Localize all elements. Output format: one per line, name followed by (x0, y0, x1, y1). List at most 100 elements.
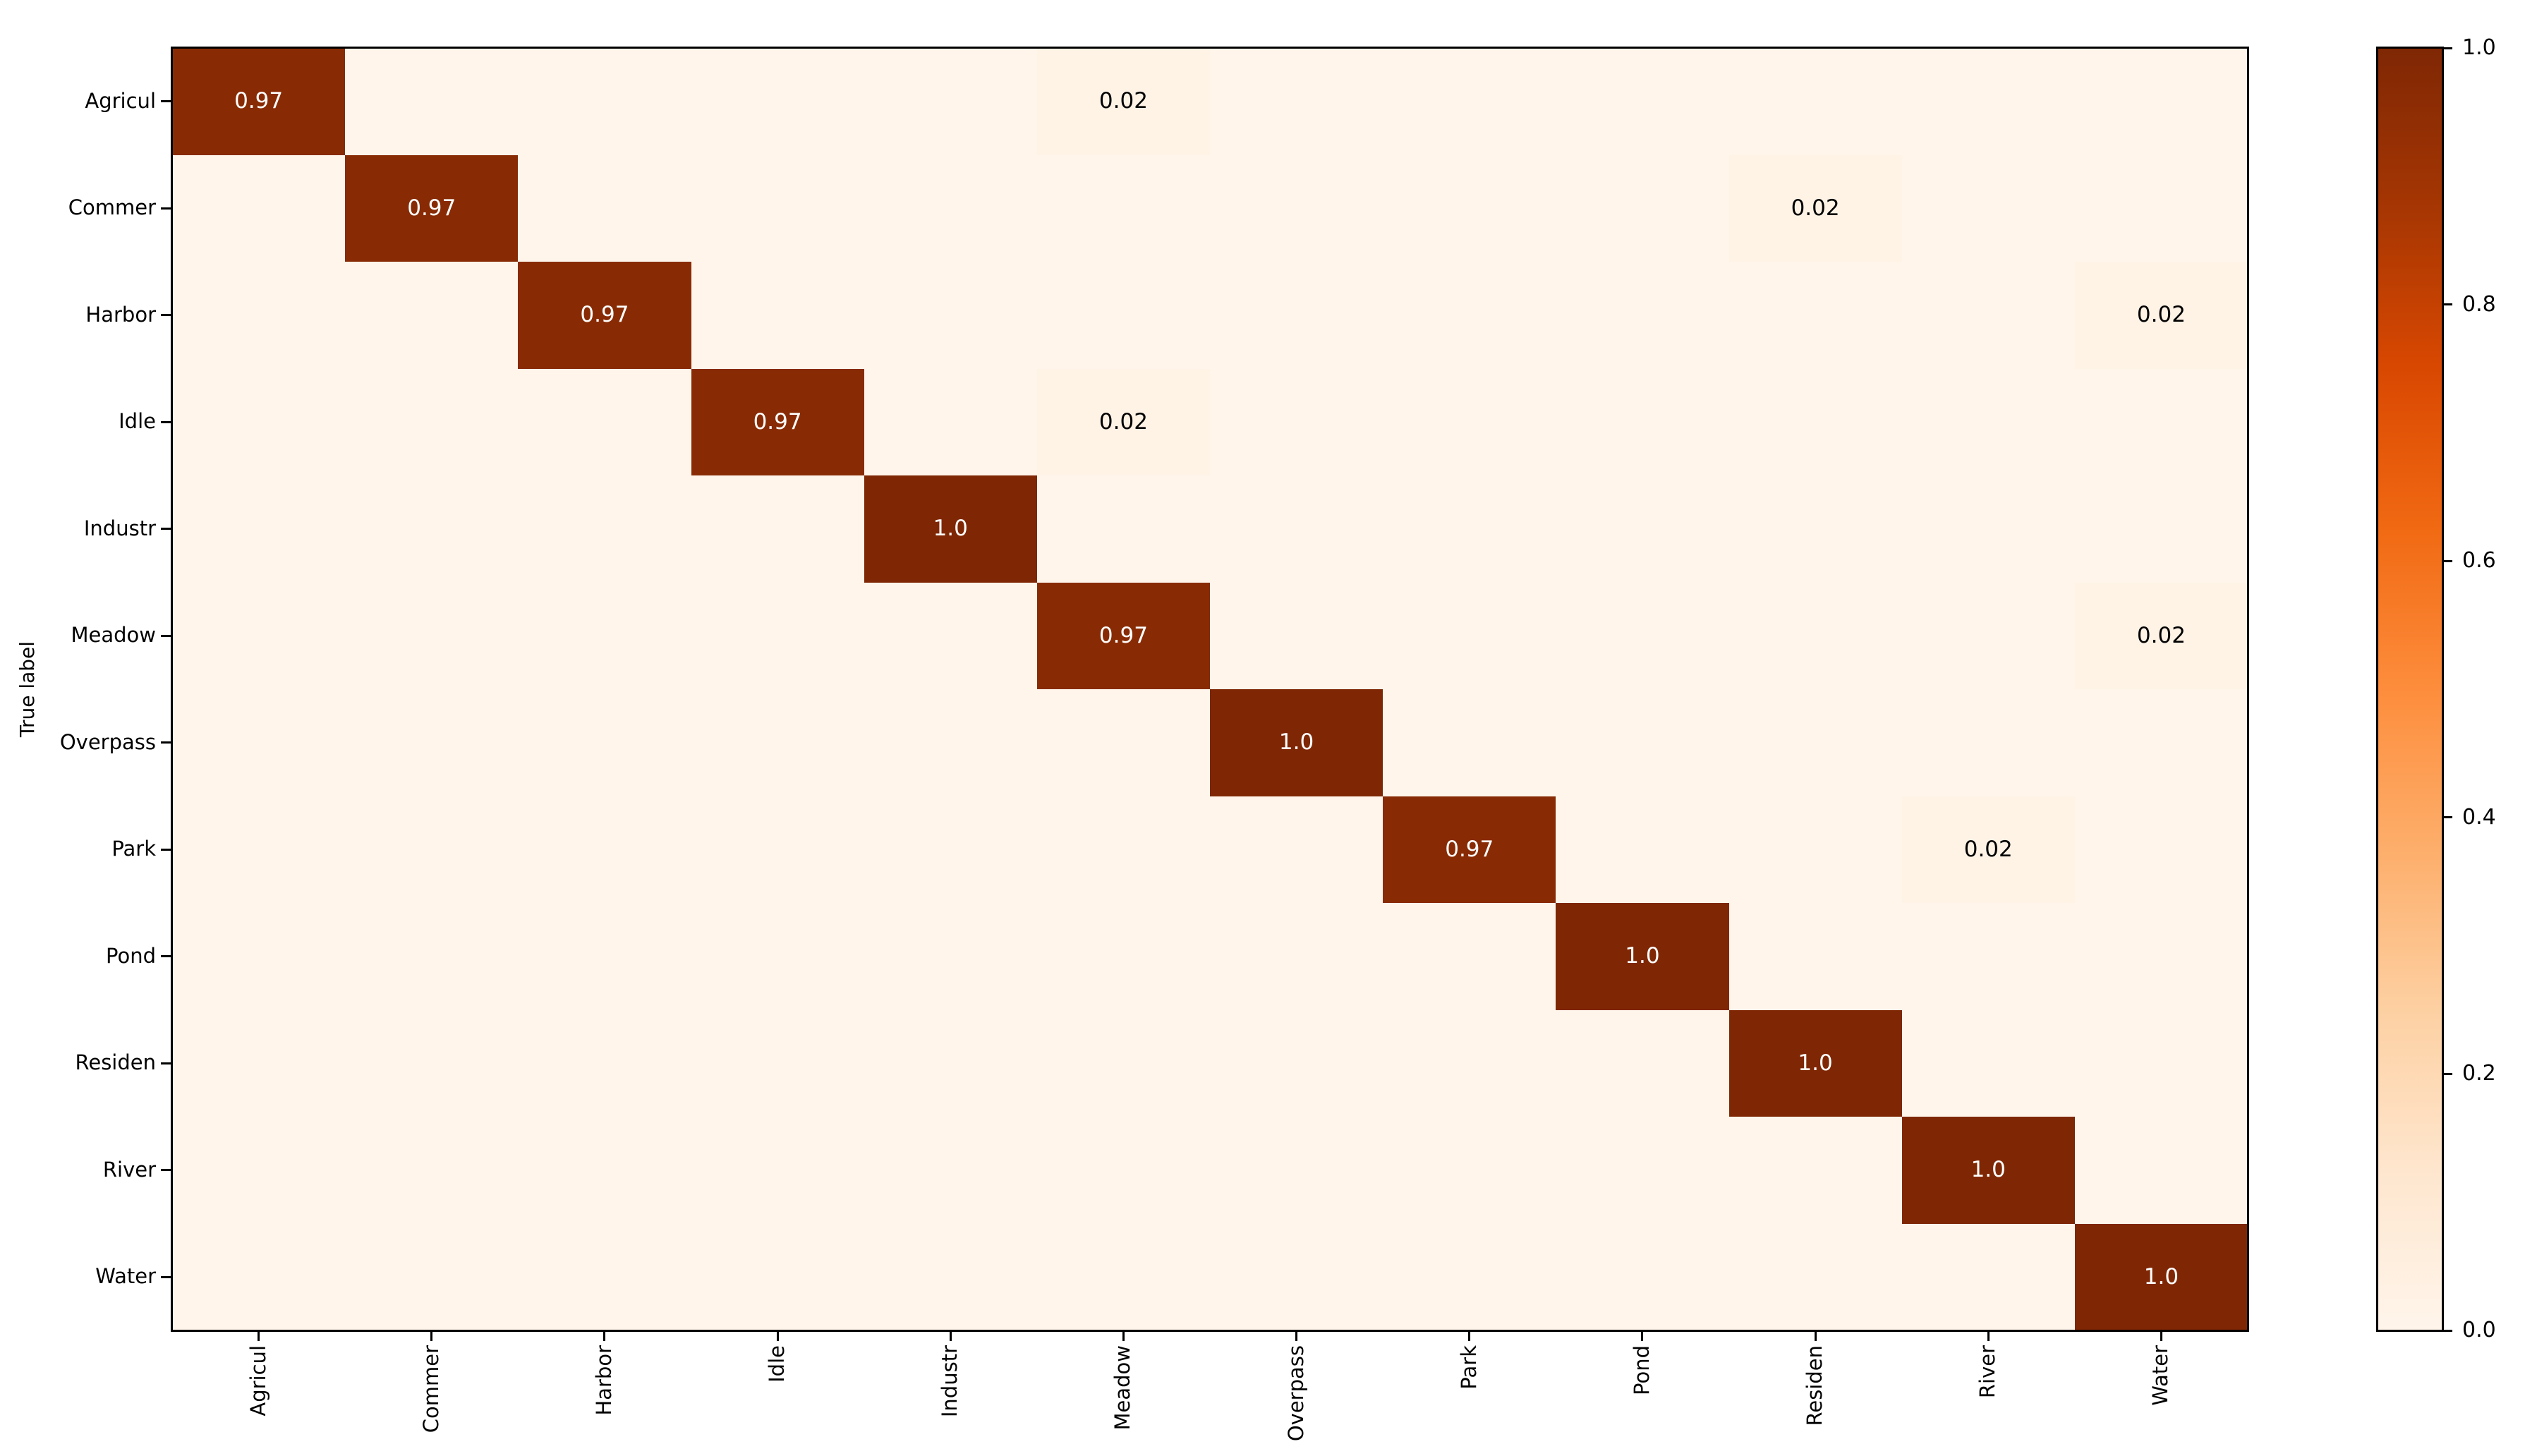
x-tick-label: Overpass (1283, 1345, 1308, 1442)
x-tick-label: Meadow (1110, 1345, 1135, 1431)
heatmap-cell-Idle-Overpass (1210, 368, 1383, 475)
heatmap-cell-Harbor-Idle (691, 262, 864, 369)
heatmap-cell-Residen-Pond (1556, 1009, 1729, 1117)
heatmap-cell-Commer-Harbor (518, 154, 691, 262)
heatmap-cell-Pond-Overpass (1210, 903, 1383, 1010)
cell-value-label: 0.97 (1445, 836, 1494, 862)
heatmap-cell-Residen-Meadow (1036, 1009, 1210, 1117)
heatmap-cell-Meadow-Meadow: 0.97 (1036, 582, 1210, 689)
heatmap-cell-Idle-Park (1383, 368, 1556, 475)
heatmap-cell-Pond-Residen (1728, 903, 1902, 1010)
heatmap-cell-Harbor-Harbor: 0.97 (518, 262, 691, 369)
x-tick-mark (603, 1331, 606, 1341)
x-tick-mark (1295, 1331, 1298, 1341)
heatmap-cell-Agricul-Commer (345, 48, 519, 155)
cell-value-label: 0.02 (2136, 302, 2186, 328)
heatmap-cell-Harbor-Commer (345, 262, 519, 369)
heatmap-cell-Overpass-Overpass: 1.0 (1210, 689, 1383, 796)
heatmap-cell-Water-River (1901, 1223, 2075, 1330)
heatmap-cell-Residen-Idle (691, 1009, 864, 1117)
heatmap-cell-Industr-Industr: 1.0 (864, 475, 1037, 583)
heatmap-cell-Harbor-Water: 0.02 (2074, 262, 2248, 369)
y-tick-mark (161, 634, 171, 637)
heatmap-cell-Water-Water: 1.0 (2074, 1223, 2248, 1330)
colorbar-tick-mark (2442, 816, 2452, 819)
heatmap-cell-Meadow-Harbor (518, 582, 691, 689)
cell-value-label: 1.0 (1798, 1050, 1833, 1076)
heatmap-cell-Idle-Water (2074, 368, 2248, 475)
heatmap-cell-Meadow-Pond (1556, 582, 1729, 689)
heatmap-cell-Harbor-Residen (1728, 262, 1902, 369)
y-tick-mark (161, 1169, 171, 1172)
heatmap-cell-Water-Residen (1728, 1223, 1902, 1330)
heatmap-cell-Idle-Meadow: 0.02 (1036, 368, 1210, 475)
heatmap-cell-Commer-Park (1383, 154, 1556, 262)
x-tick-mark (949, 1331, 952, 1341)
heatmap-cell-Meadow-Residen (1728, 582, 1902, 689)
heatmap-cell-Park-Commer (345, 796, 519, 903)
x-tick-label: Idle (765, 1345, 789, 1383)
heatmap-cell-Overpass-Idle (691, 689, 864, 796)
y-tick-mark (161, 314, 171, 317)
heatmap-cell-Pond-River (1901, 903, 2075, 1010)
heatmap-cell-Meadow-Industr (864, 582, 1037, 689)
cell-value-label: 1.0 (2143, 1263, 2179, 1290)
heatmap-cell-Industr-Residen (1728, 475, 1902, 583)
cell-value-label: 0.02 (1098, 408, 1148, 435)
colorbar-tick-label: 0.6 (2462, 548, 2496, 574)
heatmap-cell-Industr-Agricul (172, 475, 346, 583)
x-tick-label: Commer (418, 1345, 443, 1433)
x-tick-label: Park (1456, 1345, 1481, 1390)
heatmap-cell-Harbor-Industr (864, 262, 1037, 369)
colorbar-tick-mark (2442, 1329, 2452, 1332)
cell-value-label: 0.97 (753, 408, 802, 435)
x-tick-label: Agricul (246, 1345, 270, 1416)
heatmap-cell-Harbor-Meadow (1036, 262, 1210, 369)
x-tick-mark (430, 1331, 433, 1341)
heatmap-cell-River-Industr (864, 1117, 1037, 1224)
heatmap-cell-Meadow-Commer (345, 582, 519, 689)
cell-value-label: 1.0 (933, 516, 968, 542)
y-tick-mark (161, 528, 171, 530)
heatmap-cell-Commer-Commer: 0.97 (345, 154, 519, 262)
heatmap-cell-River-Idle (691, 1117, 864, 1224)
heatmap-cell-Residen-Harbor (518, 1009, 691, 1117)
x-tick-mark (776, 1331, 779, 1341)
y-tick-mark (161, 207, 171, 210)
heatmap-cell-Meadow-Idle (691, 582, 864, 689)
heatmap-cell-Park-Idle (691, 796, 864, 903)
heatmap-cell-Pond-Water (2074, 903, 2248, 1010)
heatmap-cell-Overpass-Meadow (1036, 689, 1210, 796)
heatmap-cell-Overpass-Residen (1728, 689, 1902, 796)
heatmap-cell-Idle-Industr (864, 368, 1037, 475)
x-tick-mark (1122, 1331, 1125, 1341)
heatmap-cell-Harbor-Overpass (1210, 262, 1383, 369)
cell-value-label: 0.02 (1098, 88, 1148, 114)
cell-value-label: 1.0 (1625, 943, 1660, 969)
heatmap-plot-area: 0.97 0.02 0.97 0.02 0.97 0.02 0.97 0.02 1.0 0.97 0… (172, 48, 2248, 1330)
heatmap-cell-Agricul-Residen (1728, 48, 1902, 155)
heatmap-cell-Water-Meadow (1036, 1223, 1210, 1330)
heatmap-cell-Park-Residen (1728, 796, 1902, 903)
heatmap-cell-Water-Harbor (518, 1223, 691, 1330)
heatmap-cell-Industr-Pond (1556, 475, 1729, 583)
heatmap-cell-Agricul-Idle (691, 48, 864, 155)
heatmap-cell-Water-Park (1383, 1223, 1556, 1330)
heatmap-cell-Pond-Harbor (518, 903, 691, 1010)
heatmap-cell-Agricul-River (1901, 48, 2075, 155)
heatmap-cell-Agricul-Agricul: 0.97 (172, 48, 346, 155)
y-tick-mark (161, 1275, 171, 1278)
heatmap-cell-Park-River: 0.02 (1901, 796, 2075, 903)
heatmap-cell-Commer-Industr (864, 154, 1037, 262)
heatmap-cell-Commer-Agricul (172, 154, 346, 262)
x-tick-label: Industr (938, 1345, 962, 1418)
heatmap-cell-Pond-Pond: 1.0 (1556, 903, 1729, 1010)
cell-value-label: 0.02 (1963, 836, 2013, 862)
heatmap-cell-Residen-Overpass (1210, 1009, 1383, 1117)
x-tick-mark (1468, 1331, 1471, 1341)
heatmap-cell-Water-Agricul (172, 1223, 346, 1330)
heatmap-cell-Meadow-Park (1383, 582, 1556, 689)
heatmap-cell-Agricul-Pond (1556, 48, 1729, 155)
heatmap-cell-Pond-Industr (864, 903, 1037, 1010)
heatmap-cell-Commer-River (1901, 154, 2075, 262)
